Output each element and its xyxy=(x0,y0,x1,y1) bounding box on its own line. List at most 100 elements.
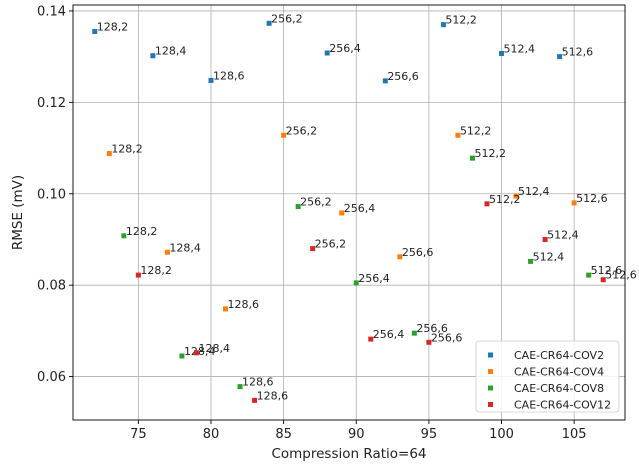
data-point xyxy=(281,132,287,138)
data-point xyxy=(382,78,388,84)
point-label: 128,4 xyxy=(155,45,187,58)
point-label: 256,6 xyxy=(431,331,463,344)
point-label: 512,4 xyxy=(547,228,579,241)
point-label: 128,6 xyxy=(213,69,245,82)
point-label: 512,4 xyxy=(533,250,565,263)
x-tick-label: 95 xyxy=(421,427,438,442)
point-label: 256,2 xyxy=(286,124,318,137)
legend-marker xyxy=(488,402,493,407)
data-point xyxy=(455,132,461,138)
legend-marker xyxy=(488,352,493,358)
point-label: 128,6 xyxy=(242,376,273,389)
point-label: 128,2 xyxy=(111,143,143,156)
point-label: 256,2 xyxy=(271,12,303,25)
point-label: 256,6 xyxy=(387,70,419,83)
legend-marker xyxy=(488,369,493,374)
point-label: 512,6 xyxy=(591,264,623,277)
data-point xyxy=(295,204,301,210)
point-label: 256,6 xyxy=(402,246,434,259)
data-point xyxy=(310,246,316,252)
data-point xyxy=(106,151,112,157)
data-point xyxy=(193,350,199,356)
point-label: 256,4 xyxy=(373,328,405,341)
data-point xyxy=(208,77,214,83)
x-tick-label: 85 xyxy=(275,427,292,442)
x-tick-label: 100 xyxy=(489,427,514,442)
point-label: 512,4 xyxy=(518,185,550,198)
grid-lines xyxy=(73,5,625,420)
data-point xyxy=(484,201,490,207)
data-point xyxy=(557,54,563,60)
point-label: 128,2 xyxy=(140,264,172,277)
data-point xyxy=(426,339,432,345)
plot-frame xyxy=(72,4,626,421)
data-point xyxy=(586,272,592,278)
point-label: 128,4 xyxy=(184,345,216,358)
legend-marker xyxy=(488,385,493,391)
data-point xyxy=(411,330,417,336)
data-point xyxy=(600,277,606,283)
point-label: 512,2 xyxy=(460,124,492,137)
point-label: 512,4 xyxy=(504,42,536,55)
data-point xyxy=(164,249,170,255)
data-points: 128,2128,4128,6256,2256,4256,6512,2512,4… xyxy=(92,12,637,403)
point-label: 256,6 xyxy=(416,322,448,335)
x-axis-label: Compression Ratio=64 xyxy=(271,446,426,462)
legend: CAE-CR64-COV2 CAE-CR64-COV4 CAE-CR64-COV8 C… xyxy=(475,340,620,413)
data-point xyxy=(92,29,98,35)
point-label: 512,2 xyxy=(489,193,521,206)
y-tick-label: 0.12 xyxy=(37,96,66,111)
point-label: 256,2 xyxy=(315,238,347,251)
data-point xyxy=(528,258,534,264)
legend-label: CAE-CR64-COV4 xyxy=(514,366,604,379)
point-label: 256,2 xyxy=(300,196,332,209)
y-tick-label: 0.06 xyxy=(37,370,66,385)
data-point xyxy=(179,353,185,359)
data-point xyxy=(513,193,519,199)
data-point xyxy=(353,280,359,286)
x-tick-label: 80 xyxy=(203,427,220,442)
point-label: 512,2 xyxy=(445,14,477,27)
legend-label: CAE-CR64-COV2 xyxy=(514,349,604,362)
data-point xyxy=(397,254,403,260)
legend-box xyxy=(475,340,620,413)
point-label: 512,6 xyxy=(562,46,594,59)
data-point xyxy=(237,384,243,390)
y-tick-label: 0.08 xyxy=(37,279,66,294)
data-point xyxy=(469,155,475,161)
x-tick-label: 75 xyxy=(130,427,147,442)
data-point xyxy=(150,53,156,59)
point-label: 128,6 xyxy=(257,389,289,402)
point-label: 128,2 xyxy=(126,225,158,238)
data-point xyxy=(542,236,548,242)
point-label: 512,6 xyxy=(576,192,608,205)
x-tick-label: 105 xyxy=(562,427,587,442)
data-point xyxy=(223,306,229,312)
axis-ticks: 75 80 85 90 95 100 105 0.06 0.08 0.10 0.12 0.14 xyxy=(37,4,587,442)
y-axis-label: RMSE (mV) xyxy=(10,175,26,250)
point-label: 128,6 xyxy=(228,298,259,311)
y-tick-label: 0.10 xyxy=(37,187,66,202)
data-point xyxy=(339,210,345,216)
point-label: 256,4 xyxy=(329,42,361,55)
point-label: 512,6 xyxy=(605,269,637,282)
legend-label: CAE-CR64-COV8 xyxy=(514,382,604,395)
data-point xyxy=(499,50,505,56)
x-tick-label: 90 xyxy=(348,427,365,442)
point-label: 256,4 xyxy=(344,202,376,215)
data-point xyxy=(440,22,446,28)
data-point xyxy=(324,50,330,56)
data-point xyxy=(368,336,374,342)
data-point xyxy=(571,200,577,206)
point-label: 128,2 xyxy=(97,21,129,34)
data-point xyxy=(121,233,127,239)
point-label: 128,4 xyxy=(198,342,230,355)
data-point xyxy=(266,20,272,26)
data-point xyxy=(252,397,258,403)
y-tick-label: 0.14 xyxy=(37,4,66,19)
point-label: 512,2 xyxy=(474,147,506,160)
data-point xyxy=(135,272,141,278)
point-label: 256,4 xyxy=(358,272,390,285)
legend-label: CAE-CR64-COV12 xyxy=(514,399,611,412)
